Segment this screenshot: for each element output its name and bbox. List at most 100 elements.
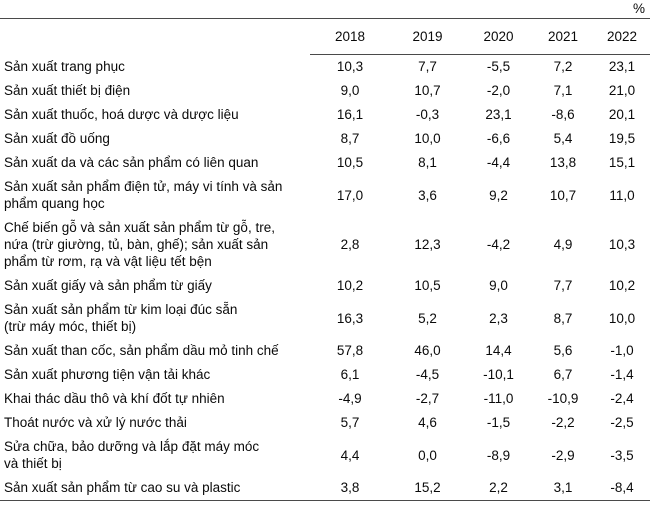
- value-cell: 6,7: [553, 367, 573, 382]
- value-cell: -2,2: [551, 415, 575, 430]
- value-cell: 4,9: [553, 237, 573, 252]
- value-cell: 19,5: [608, 131, 636, 146]
- row-label: Chế biến gỗ và sản xuất sản phẩm từ gỗ, …: [4, 220, 275, 269]
- table-row: Sản xuất da và các sản phẩm có liên quan…: [0, 151, 650, 175]
- value-cell: -6,6: [486, 131, 511, 146]
- value-cell: 16,1: [336, 107, 364, 122]
- value-cell: -1,5: [486, 415, 511, 430]
- year-column-header: 2018: [310, 18, 390, 55]
- value-cell: 10,7: [414, 83, 441, 98]
- value-cell: 14,4: [485, 343, 512, 358]
- value-cell: 10,3: [608, 237, 636, 252]
- row-label: Sản xuất trang phục: [4, 58, 125, 74]
- value-cell: -3,5: [610, 447, 634, 463]
- empty-header-cell: [0, 19, 310, 55]
- value-cell: 3,1: [553, 480, 573, 495]
- value-cell: 16,3: [336, 310, 364, 326]
- value-cell: 5,7: [340, 415, 360, 430]
- value-cell: -5,5: [486, 59, 511, 74]
- unit-label: %: [632, 1, 645, 16]
- value-cell: 11,0: [609, 187, 635, 203]
- value-cell: 10,3: [336, 59, 364, 74]
- value-cell: 9,0: [340, 83, 360, 98]
- value-cell: 0,0: [418, 447, 437, 463]
- row-label: Sản xuất đồ uống: [4, 131, 110, 146]
- value-cell: 8,7: [553, 310, 573, 326]
- value-cell: -2,4: [610, 391, 634, 406]
- value-cell: 4,4: [340, 447, 360, 463]
- value-cell: 46,0: [414, 343, 441, 358]
- value-cell: 9,0: [489, 278, 508, 293]
- value-cell: 13,8: [549, 155, 577, 170]
- table-row: Sản xuất sản phẩm từ kim loại đúc sẵn (t…: [0, 298, 650, 339]
- value-cell: 2,3: [489, 310, 508, 326]
- value-cell: 8,1: [418, 155, 437, 170]
- value-cell: -4,2: [486, 237, 511, 252]
- value-cell: 2,8: [340, 237, 360, 252]
- value-cell: 23,1: [485, 107, 512, 122]
- row-label: Sản xuất sản phẩm từ cao su và plastic: [4, 480, 241, 495]
- header-row: 2018 2019 2020 2021 2022: [0, 18, 650, 55]
- value-cell: 3,6: [418, 187, 437, 203]
- table-row: Sản xuất giấy và sản phẩm từ giấy 10,2 1…: [0, 274, 650, 298]
- value-cell: 10,7: [549, 187, 577, 203]
- value-cell: 10,5: [414, 278, 441, 293]
- row-label: Sản xuất giấy và sản phẩm từ giấy: [4, 278, 212, 293]
- value-cell: -4,5: [415, 367, 440, 382]
- value-cell: 21,0: [608, 83, 636, 98]
- table-row: Sửa chữa, bảo dưỡng và lắp đặt máy móc v…: [0, 435, 650, 476]
- row-label: Sản xuất thiết bị điện: [4, 83, 131, 98]
- value-cell: 4,6: [418, 415, 437, 430]
- year-column-header: 2021: [532, 18, 594, 55]
- value-cell: -2,0: [486, 83, 511, 98]
- value-cell: 15,1: [608, 155, 636, 170]
- value-cell: 2,2: [489, 480, 508, 495]
- value-cell: 20,1: [608, 107, 636, 122]
- data-table: 2018 2019 2020 2021 2022 Sản xuất trang …: [0, 18, 650, 501]
- value-cell: 5,2: [418, 310, 437, 326]
- table-row: Sản xuất sản phẩm điện tử, máy vi tính v…: [0, 175, 650, 216]
- value-cell: 10,5: [336, 155, 364, 170]
- value-cell: -11,0: [483, 391, 514, 406]
- table-row: Khai thác dầu thô và khí đốt tự nhiên -4…: [0, 387, 650, 411]
- value-cell: -1,0: [610, 343, 634, 358]
- year-column-header: 2022: [594, 18, 650, 55]
- value-cell: -4,4: [486, 155, 511, 170]
- year-column-header: 2019: [390, 18, 465, 55]
- value-cell: 17,0: [336, 187, 364, 203]
- table-row: Sản xuất trang phục 10,3 7,7 -5,5 7,2 23…: [0, 55, 650, 80]
- table-row: Sản xuất than cốc, sản phẩm dầu mỏ tinh …: [0, 339, 650, 363]
- value-cell: -10,1: [483, 367, 514, 382]
- table-row: Sản xuất thiết bị điện 9,0 10,7 -2,0 7,1…: [0, 79, 650, 103]
- value-cell: 9,2: [489, 187, 508, 203]
- value-cell: 10,0: [608, 310, 636, 326]
- value-cell: 57,8: [336, 343, 364, 358]
- value-cell: -2,7: [415, 391, 440, 406]
- value-cell: -8,9: [486, 447, 511, 463]
- value-cell: -1,4: [610, 367, 634, 382]
- row-label: Sản xuất da và các sản phẩm có liên quan: [4, 155, 259, 170]
- value-cell: 7,7: [553, 278, 573, 293]
- row-label: Sản xuất than cốc, sản phẩm dầu mỏ tinh …: [4, 343, 279, 358]
- value-cell: 7,2: [553, 59, 573, 74]
- row-label: Sản xuất thuốc, hoá dược và dược liệu: [4, 107, 239, 122]
- value-cell: 7,7: [418, 59, 437, 74]
- value-cell: -10,9: [547, 391, 579, 406]
- table-row: Sản xuất sản phẩm từ cao su và plastic 3…: [0, 476, 650, 501]
- value-cell: 12,3: [414, 237, 441, 252]
- row-label: Thoát nước và xử lý nước thải: [4, 415, 187, 430]
- value-cell: 10,2: [336, 278, 364, 293]
- table-row: Chế biến gỗ và sản xuất sản phẩm từ gỗ, …: [0, 216, 650, 274]
- value-cell: -8,4: [610, 480, 634, 495]
- table-row: Sản xuất phương tiện vận tải khác 6,1 -4…: [0, 363, 650, 387]
- table-row: Sản xuất đồ uống 8,7 10,0 -6,6 5,4 19,5: [0, 127, 650, 151]
- value-cell: 6,1: [340, 367, 360, 382]
- value-cell: 8,7: [340, 131, 360, 146]
- row-label: Khai thác dầu thô và khí đốt tự nhiên: [4, 391, 225, 406]
- value-cell: -8,6: [551, 107, 575, 122]
- value-cell: 5,4: [553, 131, 573, 146]
- table-row: Thoát nước và xử lý nước thải 5,7 4,6 -1…: [0, 411, 650, 435]
- value-cell: 5,6: [553, 343, 573, 358]
- value-cell: 10,0: [414, 131, 441, 146]
- value-cell: 10,2: [608, 278, 636, 293]
